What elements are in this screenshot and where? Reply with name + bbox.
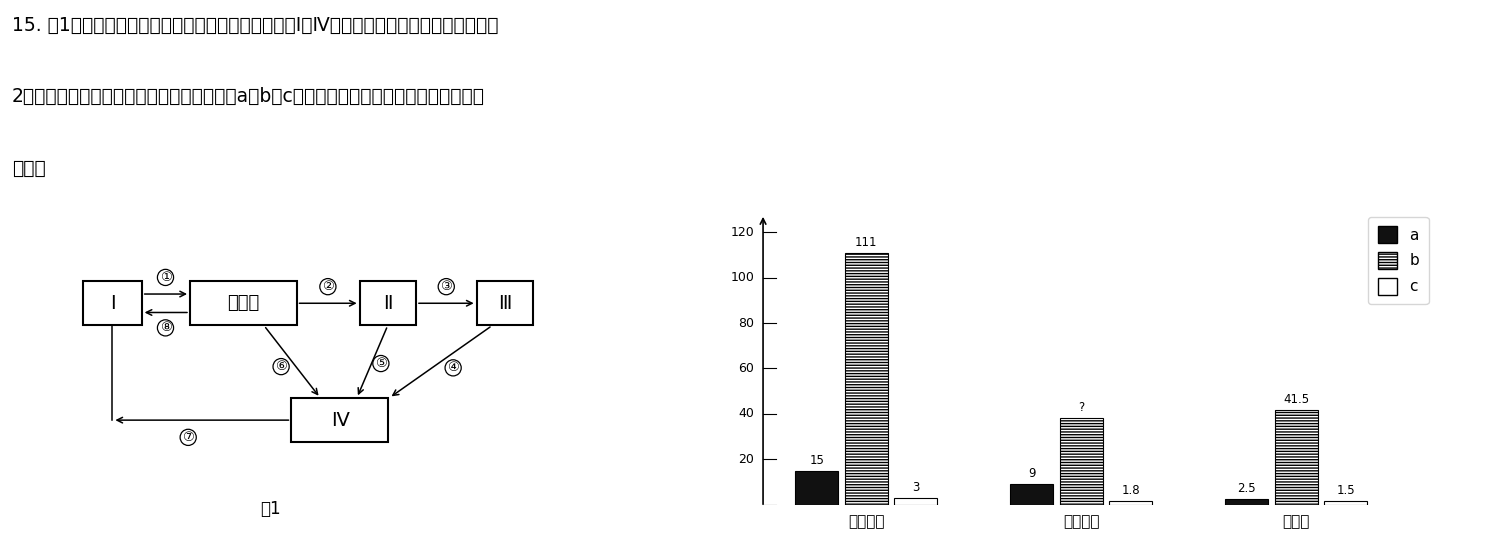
Text: 3: 3 (913, 481, 920, 494)
Text: ④: ④ (447, 361, 459, 374)
Text: ⑤: ⑤ (375, 357, 387, 370)
Text: 41.5: 41.5 (1284, 394, 1309, 407)
Text: 图1: 图1 (260, 500, 281, 518)
Bar (796, 471, 838, 505)
Text: 9: 9 (1028, 467, 1035, 480)
Text: 2.5: 2.5 (1237, 482, 1257, 495)
Bar (1109, 500, 1152, 505)
Text: 40: 40 (739, 408, 754, 420)
Text: ⑧: ⑧ (160, 321, 172, 335)
Text: 2为该生态系统两年内能量流动的部分数据（a、b、c表示不同的营养级）。下列有关叙述正: 2为该生态系统两年内能量流动的部分数据（a、b、c表示不同的营养级）。下列有关叙… (12, 88, 485, 106)
Text: ⑦: ⑦ (183, 431, 194, 444)
Text: ③: ③ (440, 280, 452, 293)
Text: ②: ② (322, 280, 334, 293)
Bar (1059, 418, 1103, 505)
Legend: a, b, c: a, b, c (1369, 217, 1429, 304)
Bar (190, 281, 296, 325)
Text: Ⅱ: Ⅱ (383, 294, 392, 313)
Text: 60: 60 (739, 362, 754, 375)
Text: Ⅳ: Ⅳ (331, 411, 349, 430)
Text: 20: 20 (739, 453, 754, 466)
Text: ?: ? (1079, 401, 1085, 415)
Bar (292, 398, 387, 442)
Text: 15. 图1为某草原生态系统中部分碳循环示意图，其中Ⅰ～Ⅳ代表生态系统的不同组成成分；图: 15. 图1为某草原生态系统中部分碳循环示意图，其中Ⅰ～Ⅳ代表生态系统的不同组成… (12, 16, 498, 35)
Bar (845, 252, 887, 505)
Text: ⑥: ⑥ (275, 360, 287, 373)
Text: 1.8: 1.8 (1122, 484, 1140, 497)
Text: Ⅲ: Ⅲ (498, 294, 512, 313)
Text: 生产者: 生产者 (227, 294, 259, 312)
Bar (1010, 484, 1053, 505)
Bar (1324, 502, 1367, 505)
Text: ①: ① (160, 271, 172, 284)
Text: 15: 15 (809, 454, 824, 467)
Bar (477, 281, 533, 325)
Bar (84, 281, 142, 325)
Bar (1225, 499, 1269, 505)
Text: 100: 100 (730, 271, 754, 284)
Text: 120: 120 (730, 226, 754, 238)
Text: 80: 80 (739, 316, 754, 330)
Bar (895, 498, 936, 505)
Bar (359, 281, 416, 325)
Text: 111: 111 (856, 236, 878, 249)
Text: 1.5: 1.5 (1336, 484, 1355, 497)
Text: 确的是: 确的是 (12, 159, 46, 178)
Bar (1275, 410, 1318, 505)
Text: Ⅰ: Ⅰ (109, 294, 115, 313)
